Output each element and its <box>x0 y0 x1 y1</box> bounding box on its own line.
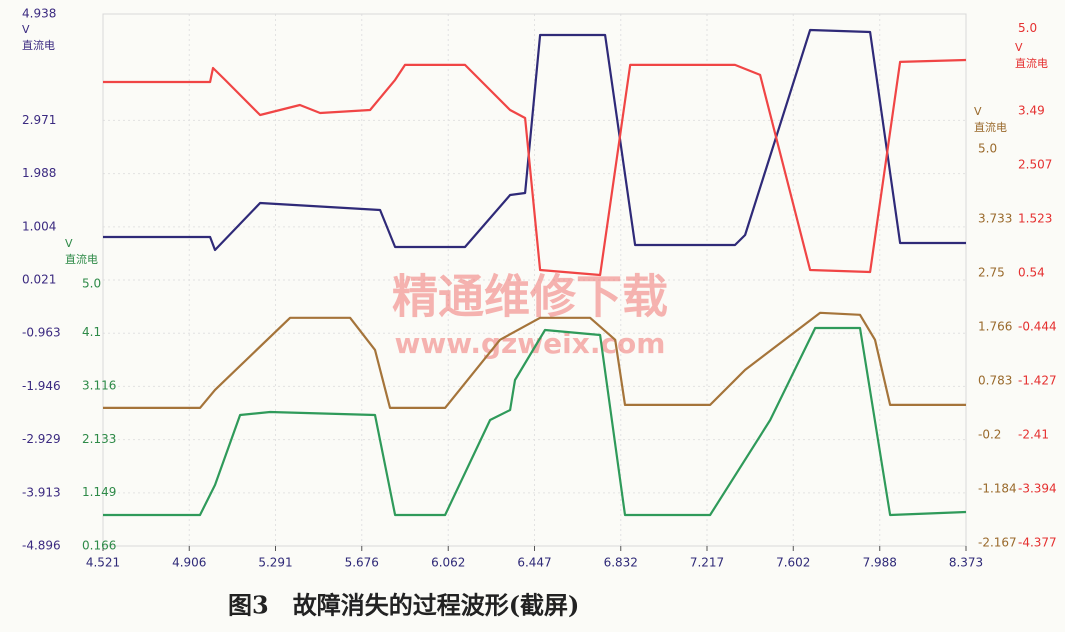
y-tick-label: 5.0 <box>1018 21 1037 35</box>
x-tick-label: 7.988 <box>863 556 897 570</box>
trace <box>103 311 966 409</box>
y-tick-label: 5.0 <box>978 142 997 156</box>
y-tick-label: 4.938 <box>22 7 56 21</box>
trace <box>103 326 967 517</box>
y-tick-label: 2.507 <box>1018 158 1052 172</box>
y-tick-label: -1.427 <box>1018 374 1057 388</box>
x-tick-label: 5.676 <box>345 556 379 570</box>
y-tick-label: 1.988 <box>22 166 56 180</box>
y-tick-label: 3.49 <box>1018 104 1045 118</box>
trace <box>103 58 967 277</box>
x-tick-label: 6.447 <box>517 556 551 570</box>
y-tick-label: 0.783 <box>978 373 1012 387</box>
y-tick-label: -3.394 <box>1018 482 1057 496</box>
y-tick-label: 1.766 <box>978 319 1012 333</box>
axis-quantity: 直流电 <box>22 38 55 52</box>
y-tick-label: 5.0 <box>82 276 101 290</box>
x-tick-label: 7.602 <box>776 556 810 570</box>
x-tick-label: 8.373 <box>949 556 983 570</box>
x-tick-label: 4.521 <box>86 556 120 570</box>
chart-title: 图3 故障消失的过程波形(截屏) <box>228 591 579 620</box>
y-tick-label: 0.021 <box>22 273 56 287</box>
watermark: 精通维修下载 <box>392 270 668 324</box>
y-tick-label: -1.946 <box>22 379 61 393</box>
x-tick-label: 6.062 <box>431 556 465 570</box>
axis-quantity: 直流电 <box>1015 56 1048 70</box>
x-tick-label: 5.291 <box>258 556 292 570</box>
y-tick-label: -2.929 <box>22 432 61 446</box>
y-tick-label: 1.523 <box>1018 212 1052 226</box>
y-tick-label: -0.444 <box>1018 320 1057 334</box>
x-tick-label: 4.906 <box>172 556 206 570</box>
y-tick-label: -0.2 <box>978 427 1001 441</box>
y-tick-label: -2.41 <box>1018 428 1049 442</box>
axis-quantity: 直流电 <box>65 252 98 266</box>
y-tick-label: 2.971 <box>22 113 56 127</box>
y-tick-label: 1.149 <box>82 485 116 499</box>
y-tick-label: -1.184 <box>978 482 1017 496</box>
axis-unit: V <box>65 237 73 250</box>
y-tick-label: -4.896 <box>22 539 61 553</box>
y-tick-label: 0.54 <box>1018 266 1045 280</box>
y-tick-label: 3.733 <box>978 211 1012 225</box>
x-tick-label: 6.832 <box>604 556 638 570</box>
y-tick-label: 0.166 <box>82 539 116 553</box>
y-tick-label: 4.1 <box>82 325 101 339</box>
axis-quantity: 直流电 <box>974 120 1007 134</box>
y-tick-label: 3.116 <box>82 379 116 393</box>
y-tick-label: 2.75 <box>978 265 1005 279</box>
axis-unit: V <box>974 105 982 118</box>
trace <box>103 28 966 252</box>
y-tick-label: -0.963 <box>22 326 61 340</box>
axis-unit: V <box>1015 41 1023 54</box>
y-tick-label: 2.133 <box>82 432 116 446</box>
x-tick-label: 7.217 <box>690 556 724 570</box>
y-tick-label: -3.913 <box>22 485 61 499</box>
axis-unit: V <box>22 23 30 36</box>
y-tick-label: -2.167 <box>978 536 1017 550</box>
y-tick-label: -4.377 <box>1018 536 1057 550</box>
y-tick-label: 1.004 <box>22 219 56 233</box>
